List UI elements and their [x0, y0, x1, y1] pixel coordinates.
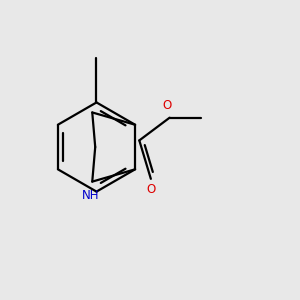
Text: NH: NH	[82, 189, 100, 202]
Text: O: O	[162, 99, 171, 112]
Text: O: O	[146, 183, 155, 196]
